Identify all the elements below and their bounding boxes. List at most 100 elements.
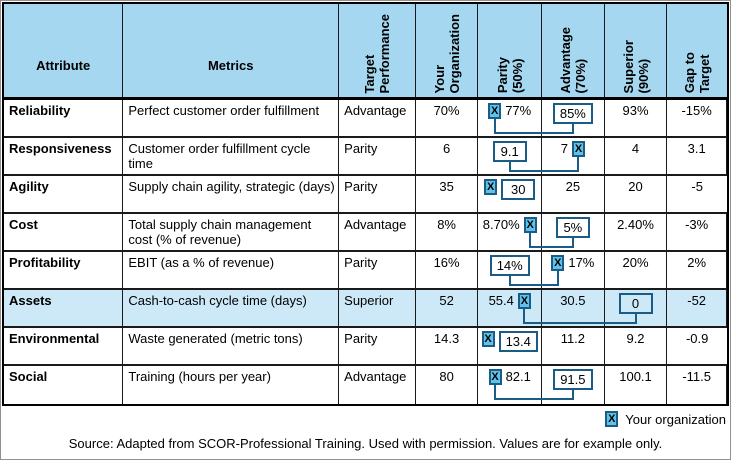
target-level-box: 14% bbox=[489, 255, 530, 276]
gap-to-target-cell: -11.5 bbox=[667, 366, 727, 404]
table-row: Assets Cash-to-cash cycle time (days) Supe… bbox=[4, 290, 727, 328]
advantage-cell: 25 bbox=[542, 176, 605, 212]
target-level-box: 9.1 bbox=[492, 141, 527, 162]
cell-value: 8.70% bbox=[482, 217, 520, 232]
connector-line bbox=[494, 384, 496, 398]
column-header-target-performance: Target Performance bbox=[339, 4, 416, 97]
your-organization-cell: 80 bbox=[416, 366, 479, 404]
gap-to-target-cell: 3.1 bbox=[667, 138, 727, 174]
target-performance-cell: Parity bbox=[339, 252, 416, 288]
column-header-label: Gap to Target bbox=[682, 51, 713, 93]
attribute-cell: Social bbox=[4, 366, 124, 404]
metric-cell: Training (hours per year) bbox=[123, 366, 340, 404]
your-organization-marker-icon: X bbox=[481, 331, 495, 347]
column-header-metrics: Metrics bbox=[123, 4, 340, 97]
connector-line bbox=[523, 308, 525, 322]
column-header-label: Target Performance bbox=[361, 13, 392, 93]
attribute-cell: Environmental bbox=[4, 328, 124, 364]
cell-value: 100.1 bbox=[619, 369, 652, 384]
cell-value: 17% bbox=[568, 255, 595, 270]
target-performance-cell: Parity bbox=[339, 328, 416, 364]
gap-to-target-cell: -15% bbox=[667, 100, 727, 136]
target-performance-cell: Superior bbox=[339, 290, 416, 326]
superior-cell: 100.1 bbox=[605, 366, 668, 404]
column-header-label: Attribute bbox=[36, 58, 91, 73]
advantage-cell: 11.2 bbox=[542, 328, 605, 364]
cell-value: 11.2 bbox=[560, 331, 586, 346]
your-organization-marker-icon: X bbox=[484, 179, 498, 195]
connector-line bbox=[494, 132, 574, 134]
table-body: Reliability Perfect customer order fulfil… bbox=[4, 100, 727, 404]
superior-cell: 4 bbox=[605, 138, 668, 174]
column-header-parity: Parity (50%) bbox=[478, 4, 543, 97]
connector-line bbox=[577, 156, 579, 170]
your-organization-marker-icon: X bbox=[517, 293, 531, 309]
target-performance-cell: Parity bbox=[339, 176, 416, 212]
target-performance-cell: Parity bbox=[339, 138, 416, 174]
cell-value: 55.4 bbox=[488, 293, 514, 308]
your-organization-cell: 14.3 bbox=[416, 328, 479, 364]
column-header-label: Advantage (70%) bbox=[557, 26, 588, 93]
advantage-cell: X 17% bbox=[542, 252, 605, 288]
connector-line bbox=[494, 398, 574, 400]
cell-value: 7 bbox=[560, 141, 568, 156]
superior-cell: 20 bbox=[605, 176, 668, 212]
column-header-advantage: Advantage (70%) bbox=[542, 4, 605, 97]
connector-line bbox=[572, 389, 574, 398]
connector-line bbox=[572, 123, 574, 132]
target-level-box: 5% bbox=[555, 217, 590, 238]
your-organization-cell: 16% bbox=[416, 252, 479, 288]
connector-line bbox=[509, 275, 511, 284]
advantage-cell: 30.5 bbox=[542, 290, 605, 326]
your-organization-cell: 70% bbox=[416, 100, 479, 136]
column-header-label: Superior (90%) bbox=[620, 39, 651, 93]
parity-cell: 55.4 X bbox=[478, 290, 543, 326]
attribute-cell: Reliability bbox=[4, 100, 124, 136]
table-row: Social Training (hours per year) Advantage… bbox=[4, 366, 727, 404]
your-organization-marker-icon: X bbox=[488, 369, 502, 385]
target-performance-cell: Advantage bbox=[339, 214, 416, 250]
parity-cell: 8.70% X bbox=[478, 214, 543, 250]
superior-cell: 9.2 bbox=[605, 328, 668, 364]
legend: X Your organization bbox=[2, 406, 729, 427]
column-header-superior: Superior (90%) bbox=[605, 4, 668, 97]
metric-cell: Supply chain agility, strategic (days) bbox=[123, 176, 340, 212]
connector-line bbox=[509, 284, 559, 286]
gap-to-target-cell: -0.9 bbox=[685, 331, 709, 346]
your-organization-marker-icon: X bbox=[571, 141, 585, 157]
metric-cell: Cash-to-cash cycle time (days) bbox=[123, 290, 340, 326]
gap-to-target-cell: -3% bbox=[667, 214, 727, 250]
attribute-cell: Assets bbox=[4, 290, 124, 326]
column-header-label: Your Organization bbox=[431, 13, 462, 93]
table-row: Responsiveness Customer order fulfillment… bbox=[4, 138, 727, 176]
legend-label: Your organization bbox=[625, 411, 726, 427]
cell-value: 20% bbox=[622, 255, 649, 270]
attribute-cell: Cost bbox=[4, 214, 124, 250]
target-level-box: 85% bbox=[552, 103, 593, 124]
parity-cell: X 13.4 bbox=[478, 328, 543, 364]
your-organization-marker-icon: X bbox=[605, 411, 619, 427]
column-header-gap-to-target: Gap to Target bbox=[667, 4, 727, 97]
metric-cell: Customer order fulfillment cycle time bbox=[123, 138, 340, 174]
cell-value: 30.5 bbox=[560, 293, 586, 308]
target-performance-cell: Advantage bbox=[339, 100, 416, 136]
table-row: Agility Supply chain agility, strategic (… bbox=[4, 176, 727, 214]
cell-value: 20 bbox=[628, 179, 643, 194]
gap-to-target-cell: -52 bbox=[667, 290, 727, 326]
metric-cell: Perfect customer order fulfillment bbox=[123, 100, 340, 136]
attribute-cell: Responsiveness bbox=[4, 138, 124, 174]
superior-cell: 2.40% bbox=[605, 214, 668, 250]
gap-to-target-cell: -5 bbox=[691, 179, 703, 194]
table-row: Cost Total supply chain management cost (… bbox=[4, 214, 727, 252]
connector-line bbox=[557, 270, 559, 284]
your-organization-marker-icon: X bbox=[551, 255, 565, 271]
your-organization-cell: 35 bbox=[416, 176, 479, 212]
cell-value: 4 bbox=[631, 141, 640, 156]
target-level-box: 30 bbox=[501, 179, 536, 200]
connector-line bbox=[509, 161, 511, 170]
connector-line bbox=[509, 170, 579, 172]
cell-value: 77% bbox=[505, 103, 532, 118]
superior-cell: 93% bbox=[605, 100, 668, 136]
